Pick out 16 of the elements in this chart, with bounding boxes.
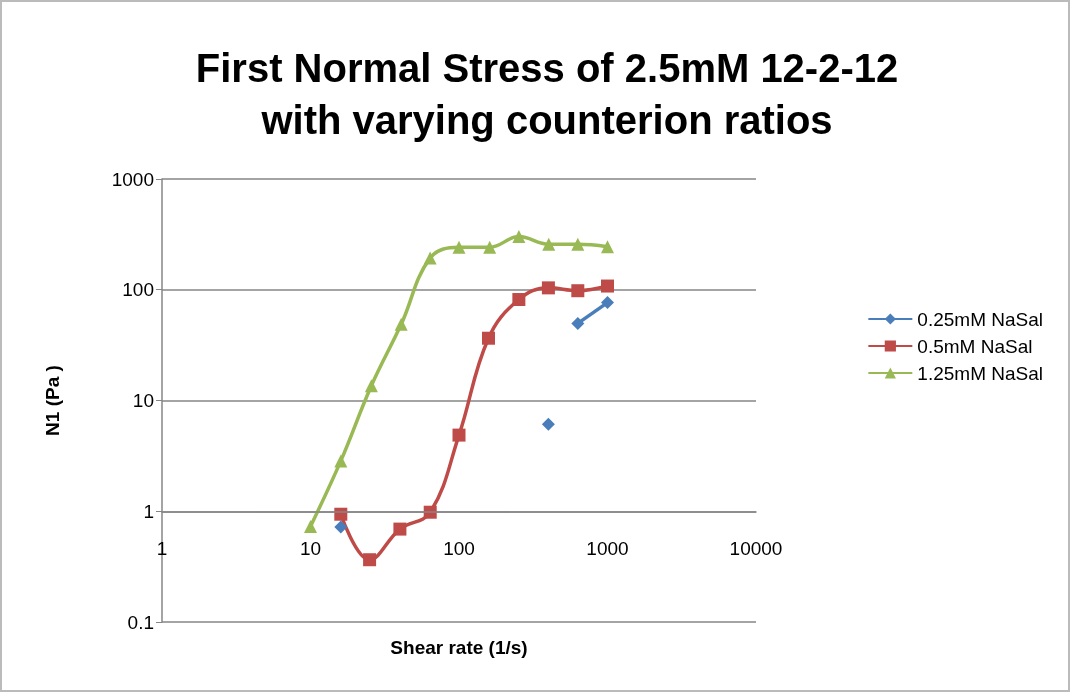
y-tick-label: 100 <box>122 279 154 301</box>
y-tick-label: 10 <box>132 390 154 411</box>
chart-title: First Normal Stress of 2.5mM 12-2-12 with varying counterion ratios <box>195 46 899 142</box>
x-tick-label: 100 <box>443 538 475 560</box>
y-tick-label: 1 <box>143 500 154 522</box>
x-tick-label: 10 <box>299 538 322 560</box>
x-tick-label: 1000 <box>586 538 629 560</box>
x-tick-label: 1 <box>156 538 168 560</box>
y-tick-label: 0.1 <box>127 611 154 633</box>
x-tick-label: 10000 <box>729 538 783 560</box>
y-axis-title: N1 (Pa ) <box>42 365 63 436</box>
y-tick-label: 1000 <box>111 168 154 190</box>
x-axis-title: Shear rate (1/s) <box>390 637 528 658</box>
legend-label: 0.25mM NaSal <box>917 308 1044 330</box>
legend-label: 1.25mM NaSal <box>917 362 1044 384</box>
legend-label: 0.5mM NaSal <box>917 335 1033 357</box>
